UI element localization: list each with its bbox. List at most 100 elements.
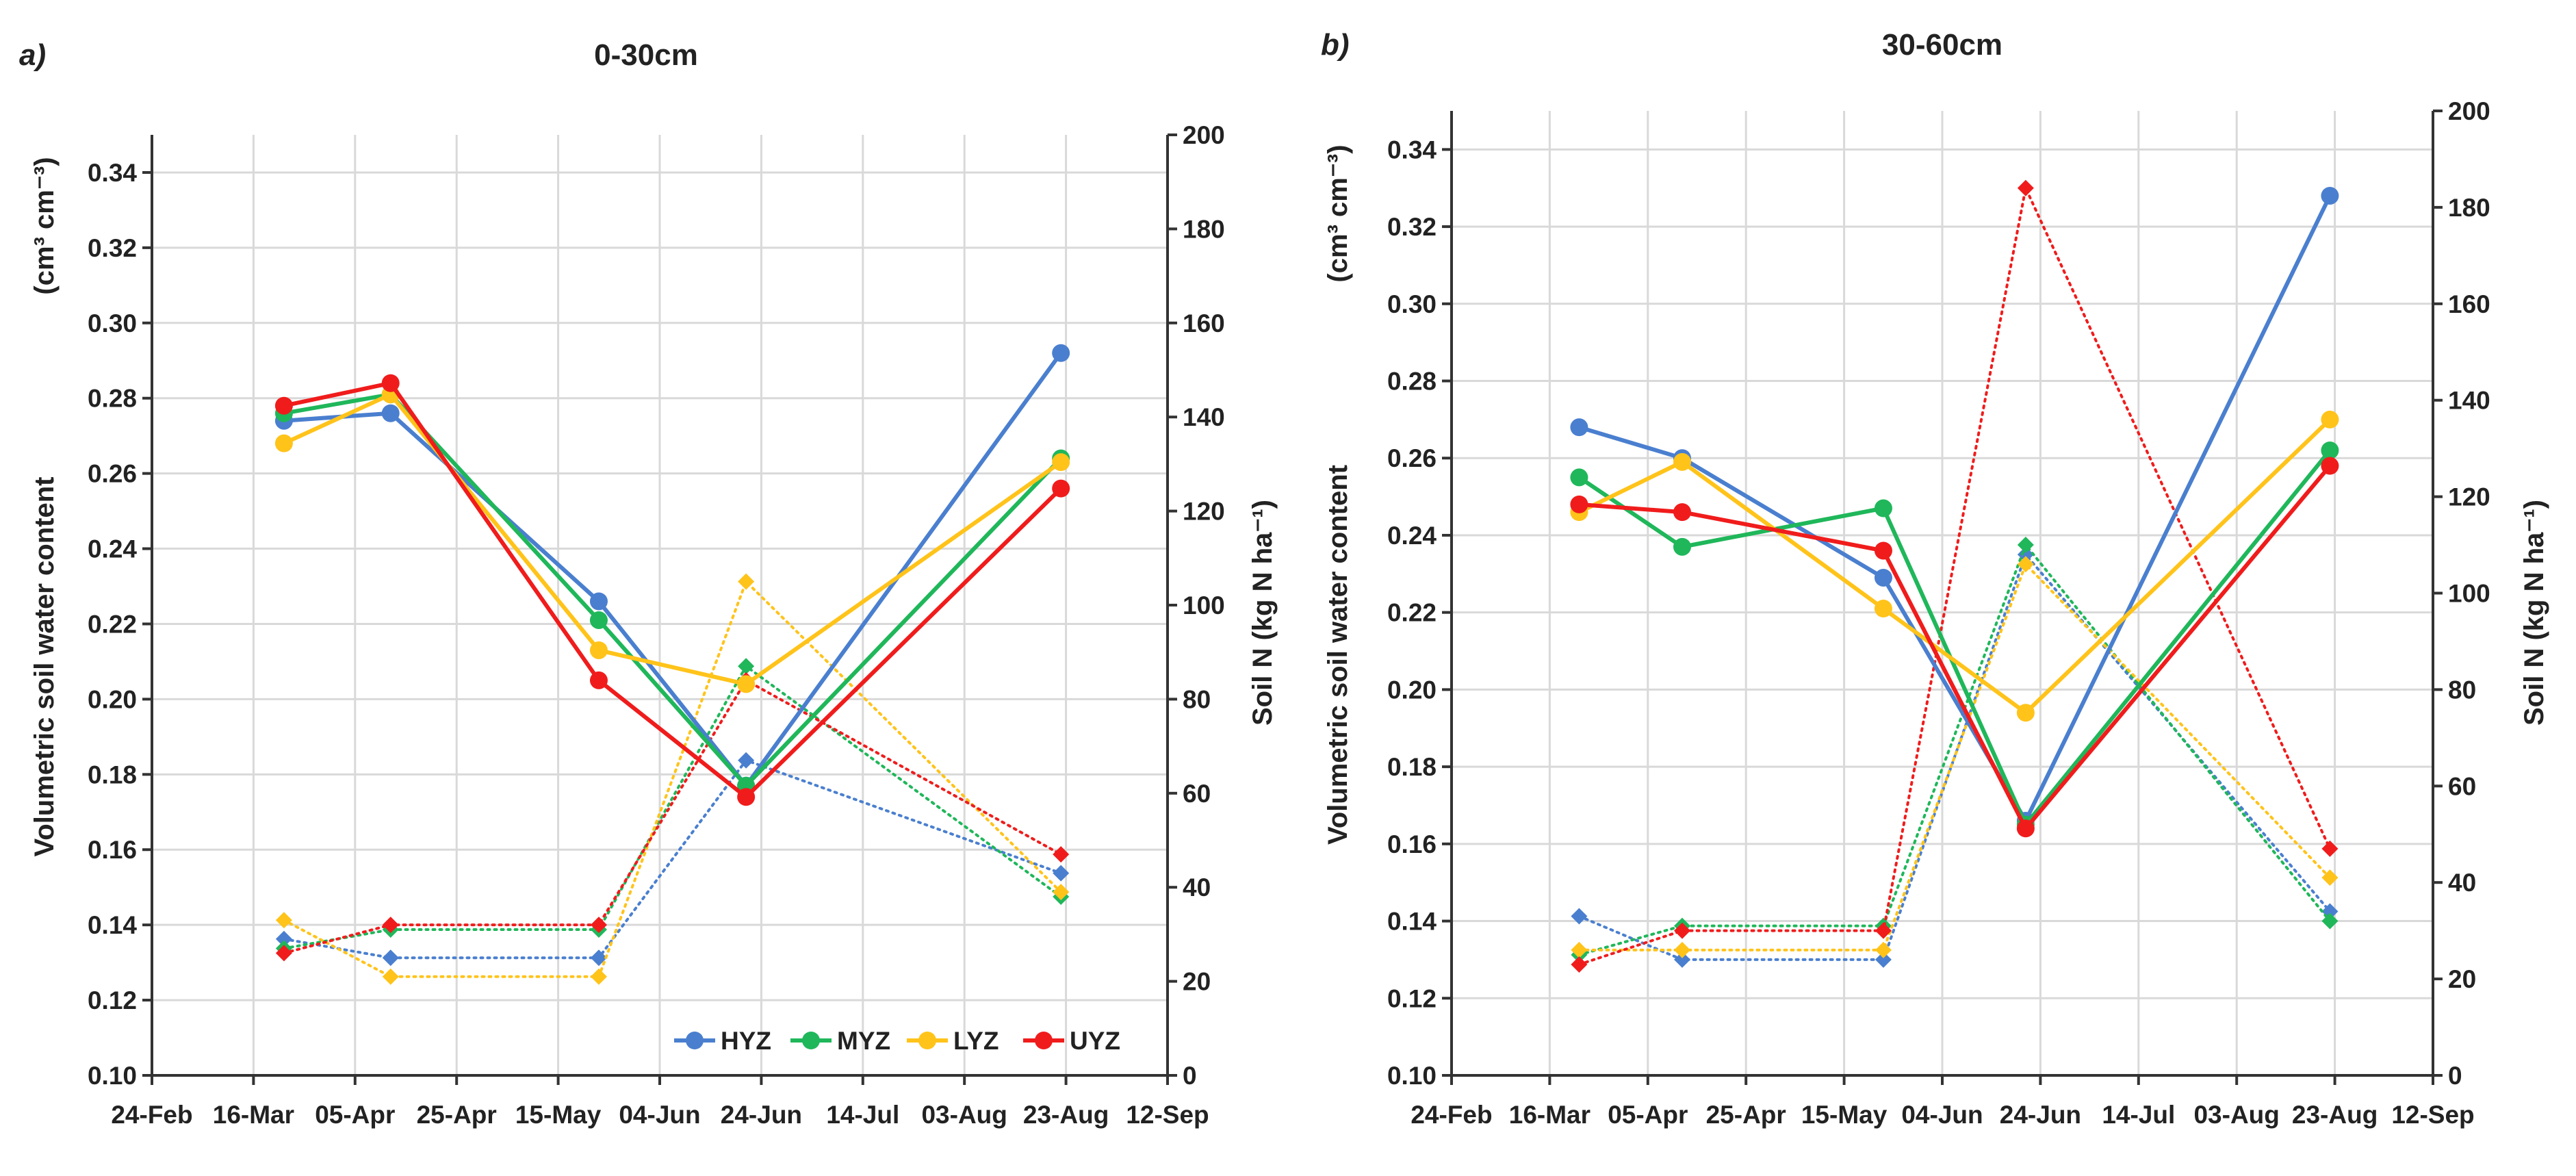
legend: HYZ MYZ LYZ UYZ xyxy=(674,1027,1120,1055)
soil-n-marker-myz xyxy=(2321,912,2339,930)
swc-marker-uyz xyxy=(1570,495,1588,513)
y-left-tick-label: 0.16 xyxy=(88,836,137,864)
swc-marker-uyz xyxy=(589,671,608,689)
x-tick-label: 25-Apr xyxy=(1706,1101,1786,1129)
soil-n-marker-lyz xyxy=(1571,941,1588,958)
y-right-tick-label: 60 xyxy=(2448,772,2476,800)
y-right-tick-label: 100 xyxy=(2448,580,2490,608)
soil-n-marker-lyz xyxy=(275,912,292,929)
y-left-tick-label: 0.16 xyxy=(1387,830,1437,858)
x-tick-label: 05-Apr xyxy=(1608,1101,1688,1129)
soil-n-line-lyz xyxy=(282,579,1063,978)
panel-a: 24-Feb 16-Mar 05-Apr 25-Apr 15-May 04-Jun 24-J… xyxy=(19,38,1278,1129)
swc-line-hyz xyxy=(1578,194,2332,823)
swc-marker-uyz xyxy=(2321,457,2339,475)
y-left-tick-label: 0.26 xyxy=(1387,444,1437,472)
x-tick-label: 25-Apr xyxy=(417,1101,497,1129)
y-right-tick-label: 160 xyxy=(2448,290,2490,318)
x-tick-label: 16-Mar xyxy=(213,1101,294,1129)
swc-line-uyz xyxy=(283,381,1063,800)
y-left-tick-label: 0.12 xyxy=(1387,984,1437,1012)
soil-n-marker-hyz xyxy=(1673,951,1690,968)
swc-marker-hyz xyxy=(1052,344,1070,362)
y-right-tick-label: 60 xyxy=(1183,780,1211,808)
x-tick-label: 03-Aug xyxy=(921,1101,1007,1129)
x-tick-label: 24-Feb xyxy=(1411,1101,1492,1129)
soil-n-marker-uyz xyxy=(1571,956,1588,973)
swc-line-uyz xyxy=(1579,464,2332,831)
swc-marker-myz xyxy=(589,611,608,629)
swc-marker-myz xyxy=(1874,499,1892,517)
y-left-tick-label: 0.18 xyxy=(1387,753,1437,781)
y-right-axis-label: Soil N (kg N ha⁻¹) xyxy=(2519,500,2549,726)
soil-n-marker-hyz xyxy=(1571,908,1588,925)
y-left-axis-label: Volumetric soil water content xyxy=(1323,465,1353,845)
legend-marker-hyz xyxy=(686,1032,704,1049)
swc-marker-uyz xyxy=(737,788,756,806)
y-left-tick-label: 0.20 xyxy=(88,685,137,713)
swc-marker-lyz xyxy=(2016,704,2035,722)
soil-n-marker-hyz xyxy=(382,949,399,967)
y-right-tick-label: 0 xyxy=(1183,1062,1197,1090)
swc-marker-lyz xyxy=(589,641,608,659)
swc-marker-lyz xyxy=(2321,410,2339,429)
y-left-tick-label: 0.28 xyxy=(1387,368,1437,396)
x-tick-label: 12-Sep xyxy=(1126,1101,1209,1129)
legend-label-myz: MYZ xyxy=(837,1027,890,1055)
y-right-tick-label: 20 xyxy=(2448,965,2476,993)
soil-n-marker-myz xyxy=(738,658,755,675)
x-tick-label: 14-Jul xyxy=(826,1101,899,1129)
panel-title: 30-60cm xyxy=(1882,28,2002,62)
soil-n-marker-lyz xyxy=(2017,556,2034,573)
y-left-tick-label: 0.26 xyxy=(88,460,137,488)
y-right-tick-label: 200 xyxy=(2448,97,2490,125)
x-tick-label: 14-Jul xyxy=(2102,1101,2175,1129)
soil-n-marker-hyz xyxy=(1875,951,1892,968)
legend-label-lyz: LYZ xyxy=(953,1027,999,1055)
soil-n-marker-hyz xyxy=(1053,865,1070,882)
y-right-tick-label: 100 xyxy=(1183,591,1225,619)
swc-marker-lyz xyxy=(1052,453,1070,472)
y-left-tick-label: 0.12 xyxy=(88,986,137,1014)
soil-n-marker-myz xyxy=(2017,537,2034,554)
y-right-tick-label: 200 xyxy=(1183,121,1225,149)
legend-marker-lyz xyxy=(918,1032,936,1049)
x-tick-label: 04-Jun xyxy=(619,1101,700,1129)
swc-line-hyz xyxy=(283,352,1063,788)
y-right-tick-label: 140 xyxy=(2448,387,2490,415)
swc-marker-uyz xyxy=(1874,541,1892,560)
panel-b: 24-Feb 16-Mar 05-Apr 25-Apr 15-May 04-Jun 24-J… xyxy=(1321,28,2549,1129)
soil-n-marker-hyz xyxy=(738,752,755,769)
y-right-tick-label: 120 xyxy=(2448,483,2490,511)
legend-label-uyz: UYZ xyxy=(1070,1027,1120,1055)
y-left-tick-label: 0.34 xyxy=(88,159,137,187)
y-left-tick-label: 0.14 xyxy=(1387,908,1437,936)
gridlines xyxy=(152,135,1169,1075)
soil-n-line-myz xyxy=(282,664,1063,950)
y-left-tick-label: 0.10 xyxy=(88,1062,137,1090)
soil-n-line-uyz xyxy=(282,678,1063,955)
swc-marker-lyz xyxy=(1874,600,1892,618)
y-right-tick-label: 180 xyxy=(2448,194,2490,222)
y-left-tick-label: 0.34 xyxy=(1387,136,1437,164)
x-tick-label: 23-Aug xyxy=(1023,1101,1109,1129)
x-tick-label: 04-Jun xyxy=(1901,1101,1983,1129)
panel-title: 0-30cm xyxy=(594,38,698,72)
y-left-tick-label: 0.22 xyxy=(1387,599,1437,627)
swc-marker-hyz xyxy=(1874,568,1892,587)
swc-marker-lyz xyxy=(274,434,293,452)
soil-n-marker-uyz xyxy=(382,917,399,934)
legend-marker-myz xyxy=(802,1032,820,1049)
y-right-tick-label: 40 xyxy=(2448,869,2476,897)
swc-marker-uyz xyxy=(381,374,400,392)
x-tick-label: 15-May xyxy=(515,1101,602,1129)
x-tick-label: 16-Mar xyxy=(1509,1101,1590,1129)
swc-marker-uyz xyxy=(1673,503,1691,522)
swc-line-lyz xyxy=(283,392,1062,687)
y-right-tick-label: 120 xyxy=(1183,498,1225,526)
swc-marker-hyz xyxy=(589,592,608,611)
y-right-tick-label: 0 xyxy=(2448,1062,2462,1090)
legend-marker-uyz xyxy=(1035,1032,1053,1049)
soil-n-marker-uyz xyxy=(590,917,607,934)
